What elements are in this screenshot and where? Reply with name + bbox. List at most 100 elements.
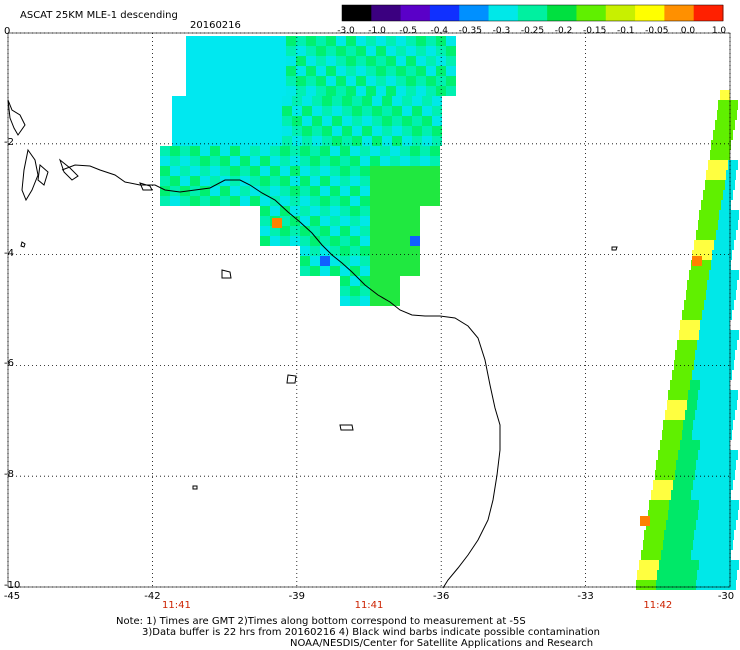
time-label: 11:42 <box>643 600 673 611</box>
time-label: 11:41 <box>354 600 384 611</box>
swath-cell <box>701 550 711 560</box>
swath-cell <box>300 256 310 266</box>
swath-cell <box>366 56 376 66</box>
swath-cell <box>728 390 738 400</box>
swath-cell <box>196 56 206 66</box>
swath-cell <box>677 570 687 580</box>
swath-cell <box>386 36 396 46</box>
swath-cell <box>722 250 732 260</box>
swath-cell <box>714 300 724 310</box>
swath-cell <box>380 146 390 156</box>
swath-cell <box>366 66 376 76</box>
swath-cell <box>637 570 647 580</box>
swath-cell <box>350 266 360 276</box>
swath-cell <box>712 430 722 440</box>
swath-cell <box>644 530 654 540</box>
swath-cell <box>693 540 703 550</box>
swath-cell <box>661 490 671 500</box>
swath-cell <box>342 126 352 136</box>
swath-cell <box>370 146 380 156</box>
swath-cell <box>250 176 260 186</box>
swath-cell <box>416 46 426 56</box>
swath-cell <box>316 66 326 76</box>
swath-cell <box>252 126 262 136</box>
swath-cell <box>360 146 370 156</box>
swath-cell <box>340 166 350 176</box>
swath-cell <box>673 540 683 550</box>
swath-cell <box>692 370 702 380</box>
swath-cell <box>330 206 340 216</box>
swath-cell <box>196 86 206 96</box>
swath-cell <box>686 580 696 590</box>
swath-cell <box>689 330 699 340</box>
swath-cell <box>322 96 332 106</box>
swath-cell <box>390 206 400 216</box>
swath-cell <box>380 206 390 216</box>
swath-cell <box>646 580 656 590</box>
swath-cell <box>310 206 320 216</box>
x-tick-label: -42 <box>144 591 161 602</box>
swath-cell <box>220 186 230 196</box>
swath-cell <box>410 196 420 206</box>
swath-cell <box>206 86 216 96</box>
swath-cell <box>226 66 236 76</box>
swath-cell <box>342 116 352 126</box>
swath-cell <box>400 176 410 186</box>
swath-cell <box>683 420 693 430</box>
swath-cell <box>416 36 426 46</box>
colorbar-label: -3.0 <box>337 26 355 36</box>
swath-cell <box>260 156 270 166</box>
swath-cell <box>698 450 708 460</box>
swath-cell <box>422 116 432 126</box>
swath-cell <box>390 296 400 306</box>
swath-cell <box>386 76 396 86</box>
swath-cell <box>196 66 206 76</box>
x-tick-label: -45 <box>3 591 21 602</box>
swath-cell <box>340 176 350 186</box>
swath-cell <box>699 560 709 570</box>
swath-cell <box>372 96 382 106</box>
swath-cell <box>246 56 256 66</box>
swath-cell <box>326 46 336 56</box>
swath-cell <box>360 206 370 216</box>
swath-cell <box>296 46 306 56</box>
swath-cell <box>400 186 410 196</box>
swath-cell <box>170 196 180 206</box>
swath-cell <box>360 276 370 286</box>
swath-cell <box>242 96 252 106</box>
swath-cell <box>386 86 396 96</box>
swath-cell <box>226 36 236 46</box>
swath-cell <box>710 150 720 160</box>
swath-cell <box>707 340 717 350</box>
swath-cell <box>206 56 216 66</box>
swath-cell <box>715 470 725 480</box>
swath-cell <box>422 136 432 146</box>
swath-cell <box>280 216 290 226</box>
swath-cell <box>320 266 330 276</box>
swath-cell <box>446 46 456 56</box>
swath-cell <box>711 490 721 500</box>
swath-cell <box>260 186 270 196</box>
swath-cell <box>266 56 276 66</box>
swath-cell <box>390 286 400 296</box>
swath-cell <box>412 116 422 126</box>
swath-cell <box>402 106 412 116</box>
swath-cell <box>350 146 360 156</box>
swath-cell <box>699 210 709 220</box>
swath-cell <box>702 250 712 260</box>
swath-cell <box>332 106 342 116</box>
swath-cell <box>422 126 432 136</box>
swath-cell <box>723 190 733 200</box>
swath-cell <box>430 166 440 176</box>
swath-cell <box>681 550 691 560</box>
swath-cell <box>266 86 276 96</box>
swath-cell <box>703 420 713 430</box>
swath-cell <box>160 166 170 176</box>
swath-cell <box>356 36 366 46</box>
swath-cell <box>671 550 681 560</box>
colorbar-swatch <box>459 5 490 21</box>
swath-cell <box>336 86 346 96</box>
swath-cell <box>322 106 332 116</box>
swath-cell <box>636 580 646 590</box>
swath-cell <box>420 146 430 156</box>
